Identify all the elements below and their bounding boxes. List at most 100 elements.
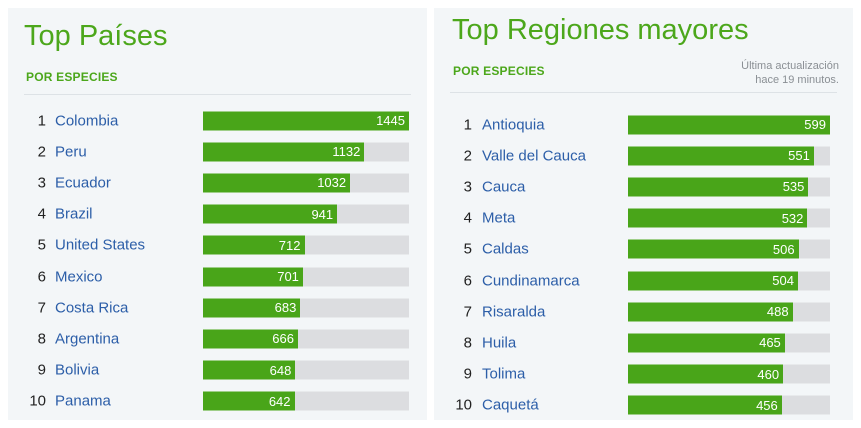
country-row: 7 Costa Rica 683 <box>8 292 427 323</box>
region-bar-fill: 504 <box>628 271 798 291</box>
region-bar-fill: 532 <box>628 208 808 228</box>
region-bar-value: 535 <box>782 179 805 195</box>
country-bar-value: 642 <box>268 393 291 409</box>
region-row: 5 Caldas 506 <box>434 234 853 265</box>
divider <box>450 92 837 93</box>
country-bar-value: 683 <box>274 300 297 316</box>
country-bar-fill: 1445 <box>203 111 409 131</box>
region-rank: 2 <box>463 147 472 165</box>
country-name-link[interactable]: Ecuador <box>55 174 111 192</box>
countries-list: 1 Colombia 1445 2 Peru 1132 3 Ecuador 1032 4 Brazi… <box>8 105 427 417</box>
top-countries-panel: Top Países POR ESPECIES 1 Colombia 1445 2 Pe… <box>8 8 427 420</box>
region-bar-track: 488 <box>628 302 830 322</box>
region-rank: 9 <box>463 365 472 383</box>
country-row: 10 Panama 642 <box>8 386 427 417</box>
country-bar-fill: 1132 <box>203 142 365 162</box>
region-name-link[interactable]: Risaralda <box>482 303 546 321</box>
country-row: 9 Bolivia 648 <box>8 355 427 386</box>
region-rank: 8 <box>463 334 472 352</box>
region-rank: 6 <box>463 272 472 290</box>
country-bar-fill: 941 <box>203 204 338 224</box>
regions-list: 1 Antioquia 599 2 Valle del Cauca 551 3 Cauca 53… <box>434 109 853 421</box>
region-row: 6 Cundinamarca 504 <box>434 265 853 296</box>
country-bar-fill: 712 <box>203 235 305 255</box>
region-bar-value: 465 <box>759 335 781 351</box>
country-name-link[interactable]: Colombia <box>55 112 119 130</box>
country-row: 4 Brazil 941 <box>8 199 427 230</box>
top-regions-subtitle: POR ESPECIES <box>453 64 545 78</box>
region-row: 1 Antioquia 599 <box>434 109 853 140</box>
region-row: 2 Valle del Cauca 551 <box>434 140 853 171</box>
region-name-link[interactable]: Caldas <box>482 240 529 258</box>
region-bar-track: 456 <box>628 395 830 415</box>
country-name-link[interactable]: Peru <box>55 143 87 161</box>
country-bar-fill: 701 <box>203 267 303 287</box>
country-row: 8 Argentina 666 <box>8 323 427 354</box>
top-regions-title: Top Regiones mayores <box>452 14 749 46</box>
region-rank: 10 <box>455 396 472 414</box>
region-bar-value: 532 <box>781 210 804 226</box>
region-bar-fill: 460 <box>628 364 784 384</box>
region-bar-value: 460 <box>757 366 780 382</box>
country-bar-fill: 666 <box>203 329 298 349</box>
country-rank: 7 <box>37 299 46 317</box>
country-name-link[interactable]: Costa Rica <box>55 299 129 317</box>
region-name-link[interactable]: Huila <box>482 334 517 352</box>
country-bar-fill: 642 <box>203 391 295 411</box>
country-bar-track: 941 <box>203 204 409 224</box>
region-name-link[interactable]: Meta <box>482 209 516 227</box>
country-row: 5 United States 712 <box>8 230 427 261</box>
region-name-link[interactable]: Cundinamarca <box>482 272 580 290</box>
region-bar-value: 599 <box>804 117 826 133</box>
region-bar-track: 599 <box>628 115 830 135</box>
country-rank: 5 <box>37 236 46 254</box>
region-bar-value: 551 <box>788 148 810 164</box>
country-bar-fill: 648 <box>203 360 296 380</box>
country-rank: 3 <box>37 174 46 192</box>
region-name-link[interactable]: Cauca <box>482 178 526 196</box>
country-name-link[interactable]: Brazil <box>55 205 93 223</box>
region-rank: 1 <box>463 116 472 134</box>
country-bar-value: 1032 <box>317 175 347 191</box>
country-bar-track: 666 <box>203 329 409 349</box>
region-bar-fill: 599 <box>628 115 830 135</box>
country-bar-track: 648 <box>203 360 409 380</box>
region-bar-track: 535 <box>628 177 830 197</box>
region-rank: 5 <box>463 240 472 258</box>
country-name-link[interactable]: Panama <box>55 392 111 410</box>
region-bar-value: 456 <box>756 397 778 413</box>
region-bar-fill: 488 <box>628 302 793 322</box>
region-name-link[interactable]: Valle del Cauca <box>482 147 586 165</box>
region-row: 9 Tolima 460 <box>434 359 853 390</box>
country-bar-value: 1132 <box>332 144 361 160</box>
country-name-link[interactable]: Bolivia <box>55 361 100 379</box>
country-rank: 4 <box>37 205 46 223</box>
region-rank: 7 <box>463 303 472 321</box>
country-name-link[interactable]: Argentina <box>55 330 120 348</box>
region-name-link[interactable]: Antioquia <box>482 116 545 134</box>
country-row: 6 Mexico 701 <box>8 261 427 292</box>
region-name-link[interactable]: Tolima <box>482 365 526 383</box>
region-bar-track: 551 <box>628 146 830 166</box>
country-bar-track: 1032 <box>203 173 409 193</box>
country-row: 1 Colombia 1445 <box>8 105 427 136</box>
region-name-link[interactable]: Caquetá <box>482 396 539 414</box>
region-row: 7 Risaralda 488 <box>434 296 853 327</box>
country-bar-track: 1132 <box>203 142 409 162</box>
top-regions-panel: Top Regiones mayores POR ESPECIES Última… <box>434 8 853 420</box>
region-bar-track: 532 <box>628 208 830 228</box>
country-rank: 10 <box>29 392 46 410</box>
region-rank: 4 <box>463 209 472 227</box>
region-bar-track: 460 <box>628 364 830 384</box>
country-rank: 9 <box>37 361 46 379</box>
country-rank: 1 <box>37 112 46 130</box>
region-row: 10 Caquetá 456 <box>434 390 853 421</box>
country-bar-track: 712 <box>203 235 409 255</box>
region-bar-fill: 465 <box>628 333 785 353</box>
country-bar-fill: 1032 <box>203 173 351 193</box>
region-bar-track: 465 <box>628 333 830 353</box>
country-name-link[interactable]: United States <box>55 236 146 254</box>
country-bar-track: 683 <box>203 298 409 318</box>
country-row: 3 Ecuador 1032 <box>8 167 427 198</box>
country-name-link[interactable]: Mexico <box>55 268 103 286</box>
